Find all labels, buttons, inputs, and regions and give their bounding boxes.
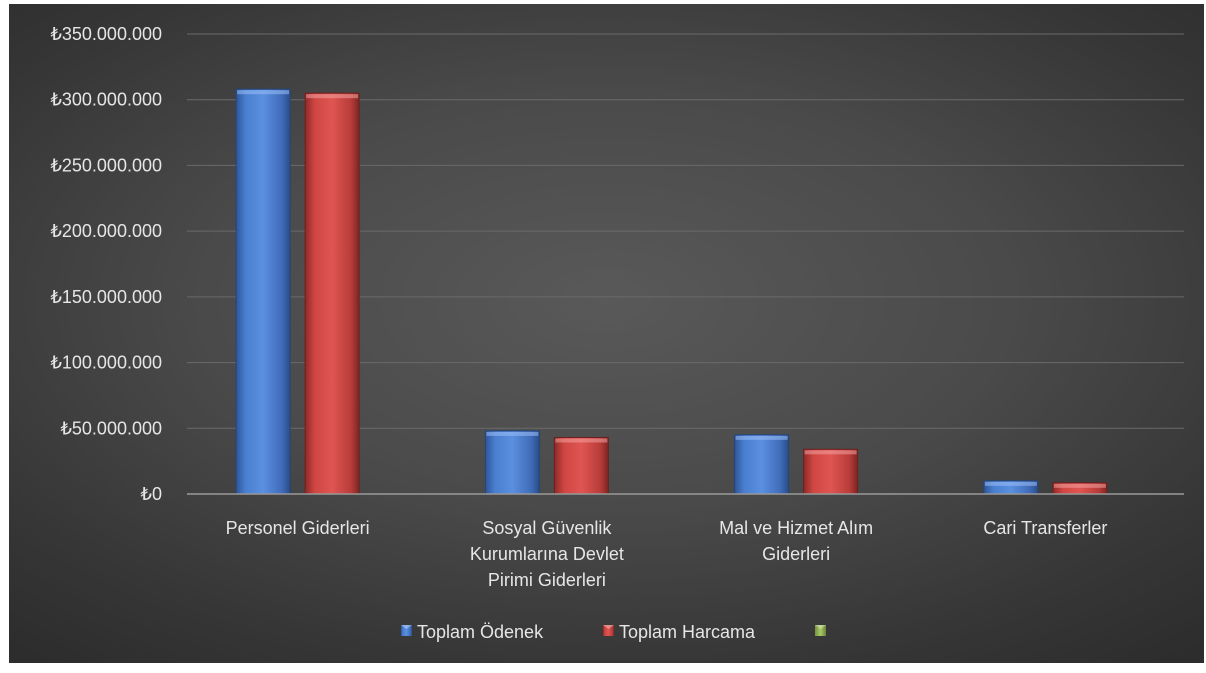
y-tick-label: ₺300.000.000 bbox=[50, 90, 162, 110]
legend-item: Toplam Ödenek bbox=[401, 622, 544, 642]
chart-frame: ₺0 ₺50.000.000 ₺100.000.000 ₺150.000.000 ₺20… bbox=[9, 4, 1204, 663]
legend-swatch bbox=[401, 625, 412, 636]
bar-toplam-odenek bbox=[983, 480, 1039, 495]
y-tick-label: ₺350.000.000 bbox=[50, 24, 162, 44]
bar-toplam-harcama bbox=[803, 448, 859, 495]
bar-chart: ₺0 ₺50.000.000 ₺100.000.000 ₺150.000.000 ₺20… bbox=[50, 24, 1184, 642]
legend-swatch bbox=[603, 625, 614, 636]
x-category-label: Personel Giderleri bbox=[226, 518, 370, 538]
y-tick-label: ₺100.000.000 bbox=[50, 353, 162, 373]
x-axis-categories: Personel Giderleri Sosyal Güvenlik Kurumla… bbox=[226, 518, 1108, 590]
legend-label: Toplam Harcama bbox=[619, 622, 756, 642]
bar-toplam-harcama bbox=[1052, 482, 1108, 495]
bar-toplam-odenek bbox=[484, 430, 540, 495]
bars bbox=[235, 88, 1108, 495]
y-tick-label: ₺150.000.000 bbox=[50, 287, 162, 307]
x-category-label: Sosyal Güvenlik Kurumlarına Devlet Pirimi … bbox=[470, 518, 624, 590]
legend-item bbox=[815, 625, 826, 636]
bar-toplam-harcama bbox=[304, 92, 360, 495]
legend-swatch bbox=[815, 625, 826, 636]
y-tick-label: ₺0 bbox=[141, 484, 162, 504]
y-tick-label: ₺50.000.000 bbox=[60, 418, 162, 438]
y-tick-label: ₺250.000.000 bbox=[50, 155, 162, 175]
y-tick-label: ₺200.000.000 bbox=[50, 221, 162, 241]
y-axis-ticks: ₺0 ₺50.000.000 ₺100.000.000 ₺150.000.000 ₺20… bbox=[50, 24, 162, 504]
legend-label: Toplam Ödenek bbox=[417, 622, 544, 642]
x-category-label: Cari Transferler bbox=[983, 518, 1107, 538]
bar-toplam-odenek bbox=[734, 434, 790, 495]
legend: Toplam Ödenek Toplam Harcama bbox=[401, 622, 826, 642]
x-category-label: Mal ve Hizmet Alım Giderleri bbox=[719, 518, 873, 564]
bar-toplam-odenek bbox=[235, 88, 291, 495]
legend-item: Toplam Harcama bbox=[603, 622, 756, 642]
bar-toplam-harcama bbox=[553, 436, 609, 495]
